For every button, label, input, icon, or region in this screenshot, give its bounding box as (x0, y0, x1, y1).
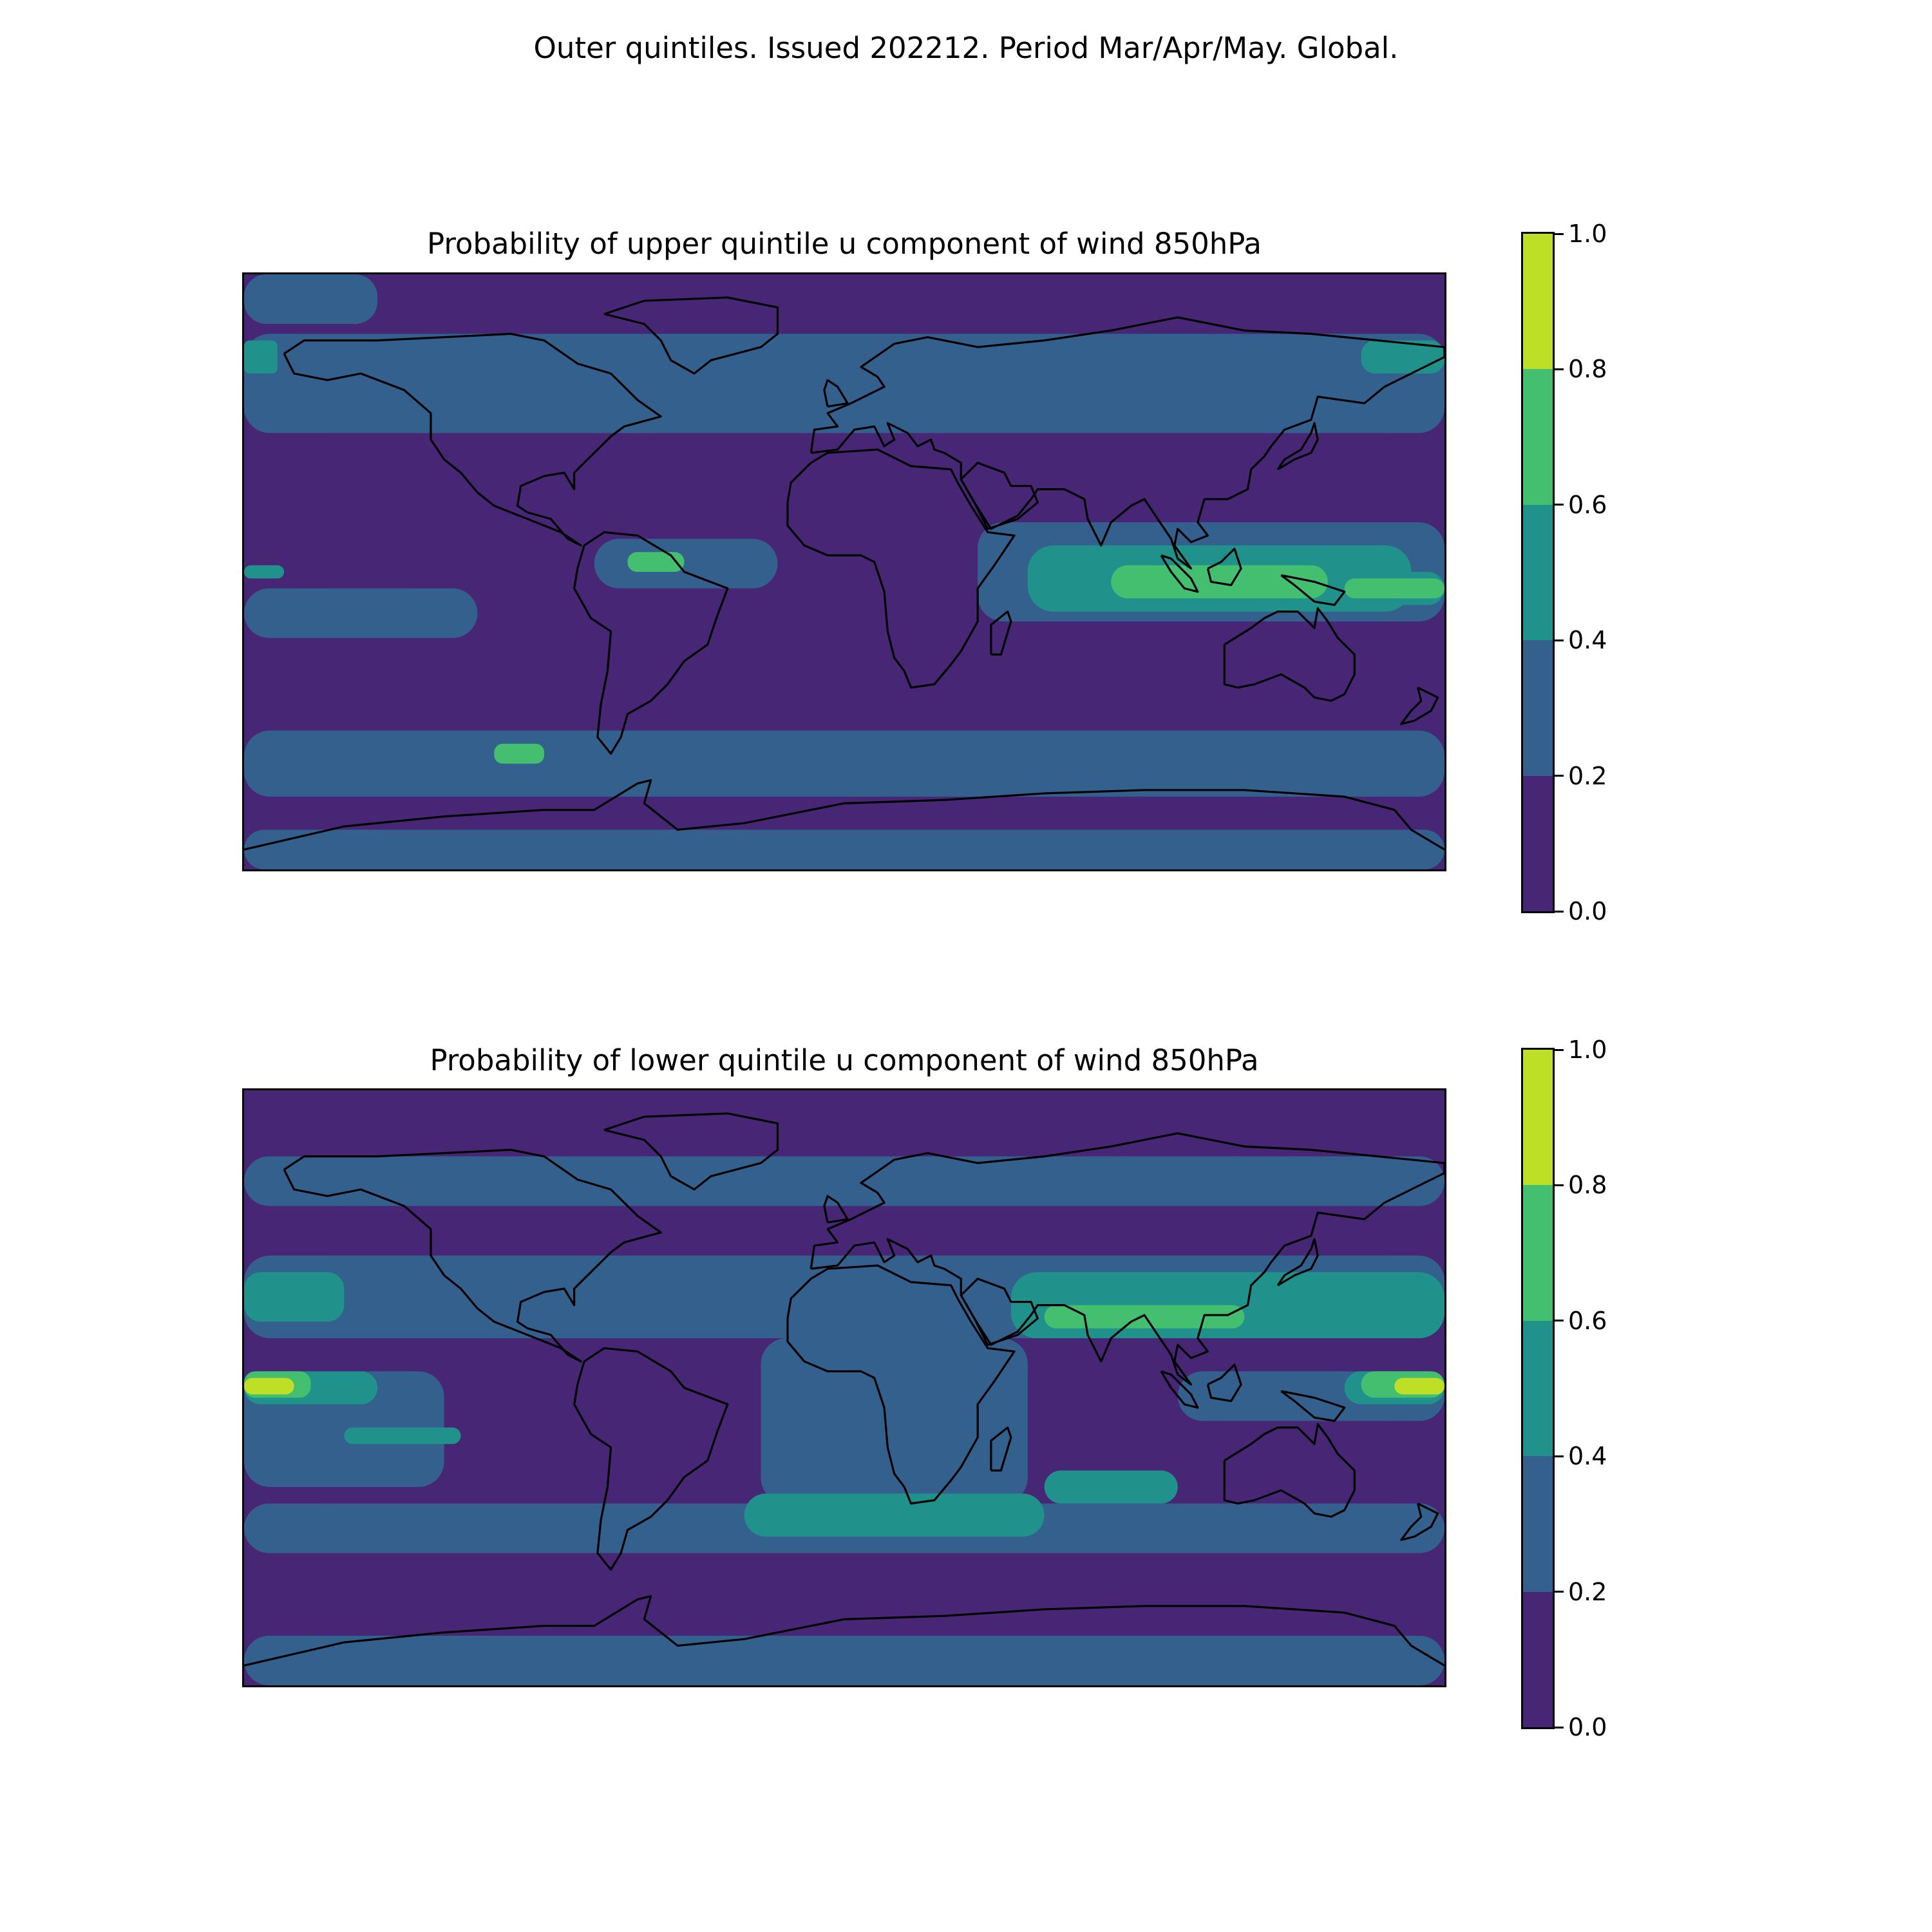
probability-region-bin-1 (244, 730, 1444, 797)
colorbar-tick-label: 0.8 (1568, 1171, 1607, 1200)
probability-region-bin-1 (761, 1338, 1028, 1504)
sumatra-coast (1160, 554, 1199, 593)
colorbar-tick (1555, 232, 1564, 235)
upper-panel-title: Probability of upper quintile u componen… (427, 227, 1262, 261)
probability-region-bin-1 (594, 538, 778, 589)
colorbar-segment (1523, 640, 1553, 776)
colorbar-tick-label: 0.4 (1568, 1442, 1607, 1471)
probability-region-bin-2 (244, 1272, 345, 1322)
probability-region-bin-3 (494, 743, 544, 764)
new-zealand-coast (1400, 1502, 1439, 1541)
africa-coast (786, 1264, 1016, 1505)
arabian-peninsula-coast (960, 462, 1039, 530)
eurasia-coast (810, 1132, 1444, 1386)
probability-region-bin-1 (244, 1156, 1444, 1206)
british-isles-coast (823, 379, 849, 408)
probability-region-bin-1 (244, 334, 1444, 433)
australia-coast (1223, 1423, 1356, 1518)
north-america-coast (283, 332, 662, 547)
probability-region-bin-2 (244, 340, 278, 374)
colorbar-segment (1523, 775, 1553, 911)
new-guinea-coast (1280, 1390, 1346, 1422)
probability-region-bin-2 (1361, 340, 1444, 374)
africa-coast (786, 448, 1016, 689)
colorbar-tick (1555, 368, 1564, 370)
colorbar-tick (1555, 1048, 1564, 1051)
colorbar-tick-label: 0.2 (1568, 1577, 1607, 1606)
upper-colorbar: 0.0 0.2 0.4 0.6 0.8 1.0 (1521, 222, 1607, 923)
antarctica-coast (244, 1595, 1444, 1667)
probability-region-bin-2 (344, 1427, 461, 1444)
eurasia-coast (810, 316, 1444, 570)
colorbar-tick-label: 0.6 (1568, 1306, 1607, 1335)
colorbar-tick (1555, 910, 1564, 913)
sumatra-coast (1160, 1370, 1199, 1409)
colorbar-tick-label: 0.8 (1568, 355, 1607, 384)
colorbar-tick (1555, 1320, 1564, 1322)
probability-region-bin-3 (1111, 565, 1328, 599)
colorbar-tick-label: 0.6 (1568, 490, 1607, 519)
colorbar-tick (1555, 639, 1564, 641)
new-guinea-coast (1280, 574, 1346, 606)
arabian-peninsula-coast (960, 1278, 1039, 1346)
probability-region-bin-2 (1010, 1272, 1444, 1338)
colorbar-segment (1523, 504, 1553, 641)
south-america-coast (573, 531, 729, 755)
colorbar-tick-label: 1.0 (1568, 1036, 1607, 1064)
probability-region-bin-2 (744, 1493, 1045, 1537)
probability-region-bin-1 (244, 1636, 1444, 1685)
greenland-coast (603, 296, 779, 375)
colorbar-tick (1555, 504, 1564, 506)
colorbar-segment (1523, 1185, 1553, 1321)
australia-coast (1223, 607, 1356, 702)
lower-colorbar: 0.0 0.2 0.4 0.6 0.8 1.0 (1521, 1037, 1607, 1739)
lower-quintile-map (242, 1088, 1446, 1687)
colorbar-segment (1523, 1591, 1553, 1727)
figure-title: Outer quintiles. Issued 202212. Period M… (533, 31, 1399, 65)
colorbar-tick-label: 0.4 (1568, 626, 1607, 655)
madagascar-coast (990, 611, 1012, 656)
upper-quintile-map (242, 272, 1446, 871)
south-america-coast (573, 1347, 729, 1571)
probability-region-bin-1 (244, 829, 1444, 869)
colorbar-segment (1523, 234, 1553, 370)
probability-region-bin-4 (1394, 1378, 1444, 1395)
map-canvas (244, 274, 1444, 869)
greenland-coast (603, 1112, 779, 1191)
colorbar-segment (1523, 1320, 1553, 1457)
north-america-coast (283, 1148, 662, 1363)
new-zealand-coast (1400, 687, 1439, 725)
british-isles-coast (823, 1195, 849, 1224)
probability-region-bin-1 (244, 274, 378, 324)
probability-region-bin-1 (244, 588, 478, 638)
colorbar-tick-label: 0.2 (1568, 761, 1607, 790)
colorbar-segment (1523, 369, 1553, 505)
colorbar-tick-label: 0.0 (1568, 1713, 1607, 1741)
colorbar-tick (1555, 1184, 1564, 1186)
colorbar-tick (1555, 1726, 1564, 1728)
antarctica-coast (244, 779, 1444, 851)
colorbar-tick (1555, 1591, 1564, 1593)
lower-panel-title: Probability of lower quintile u componen… (430, 1043, 1259, 1077)
probability-region-bin-2 (1044, 1470, 1178, 1504)
madagascar-coast (990, 1426, 1012, 1472)
colorbar-segment (1523, 1050, 1553, 1186)
colorbar-tick-label: 0.0 (1568, 897, 1607, 925)
japan-coast (1276, 422, 1319, 471)
probability-region-bin-3 (1344, 578, 1444, 599)
colorbar-tick (1555, 1455, 1564, 1457)
probability-region-bin-4 (244, 1378, 294, 1395)
borneo-coast (1206, 1363, 1242, 1403)
colorbar-tick (1555, 775, 1564, 777)
colorbar-segment (1523, 1456, 1553, 1592)
probability-region-bin-2 (244, 565, 285, 579)
borneo-coast (1206, 547, 1242, 587)
japan-coast (1276, 1238, 1319, 1287)
colorbar-tick-label: 1.0 (1568, 220, 1607, 248)
probability-region-bin-3 (627, 552, 685, 572)
map-canvas (244, 1090, 1444, 1685)
